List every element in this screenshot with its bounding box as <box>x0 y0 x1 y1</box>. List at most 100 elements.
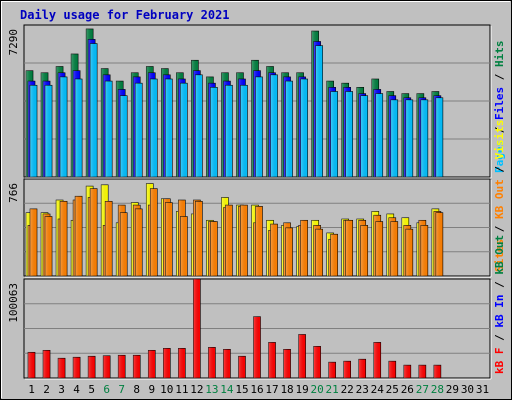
bar-shine <box>435 97 443 177</box>
bar-shine <box>330 234 338 276</box>
bar-shine <box>45 216 53 276</box>
chart-title: Daily usage for February 2021 <box>20 8 230 22</box>
bar-shine <box>270 224 278 276</box>
bar-shine <box>208 347 216 378</box>
x-tick-label: 10 <box>160 383 173 396</box>
x-tick-label: 20 <box>311 383 324 396</box>
bar-shine <box>75 196 83 276</box>
bar-shine <box>45 85 53 177</box>
x-tick-label: 11 <box>175 383 188 396</box>
bar-shine <box>283 349 291 378</box>
x-tick-label: 21 <box>326 383 339 396</box>
legend-part: Pages <box>493 140 506 173</box>
bar-shine <box>150 79 158 177</box>
bar-shine <box>435 212 443 276</box>
x-tick-label: 8 <box>133 383 140 396</box>
bar-shine <box>105 201 113 276</box>
panel-series-legend: kB F / kB In / kB Out <box>493 235 506 374</box>
chart-panels: 7290 Pages / Files / Hits 766 Sites / KB Ou… <box>7 24 506 380</box>
legend-part: / <box>493 120 506 140</box>
bar-shine <box>30 85 38 177</box>
bar-shine <box>150 188 158 276</box>
x-tick-label: 5 <box>88 383 95 396</box>
bar-shine <box>195 201 203 276</box>
bar-shine <box>255 206 263 276</box>
x-tick-label: 13 <box>205 383 218 396</box>
bar-shine <box>358 359 366 378</box>
x-tick-label: 19 <box>295 383 308 396</box>
bar-shine <box>193 279 201 378</box>
bar-shine <box>75 79 83 177</box>
panel-scale-label: 766 <box>7 183 20 203</box>
x-tick-label: 16 <box>250 383 263 396</box>
bar-shine <box>163 348 171 378</box>
bar-shine <box>180 83 188 177</box>
bar-shine <box>343 361 351 378</box>
x-tick-label: 23 <box>356 383 369 396</box>
panel-scale-label: 7290 <box>7 29 20 56</box>
bar-shine <box>240 205 248 276</box>
x-tick-label: 12 <box>190 383 203 396</box>
x-tick-label: 31 <box>476 383 489 396</box>
bar-shine <box>420 225 428 276</box>
x-tick-label: 18 <box>280 383 293 396</box>
bar-shine <box>328 362 336 378</box>
panel-series-legend: Pages / Files / Hits <box>493 41 506 174</box>
bar-shine <box>60 201 68 276</box>
bar-shine <box>270 74 278 177</box>
bar-shine <box>120 212 128 276</box>
bar-shine <box>298 334 306 378</box>
legend-part: / <box>493 67 506 87</box>
x-tick-label: 2 <box>43 383 50 396</box>
x-tick-label: 25 <box>386 383 399 396</box>
bar-shine <box>90 188 98 276</box>
x-tick-label: 7 <box>118 383 125 396</box>
panel-kbin-kbf: 100063 kB F / kB In / kB Out <box>7 235 506 380</box>
bar-shine <box>73 357 81 378</box>
bar-shine <box>255 76 263 177</box>
legend-part: kB F <box>493 348 506 375</box>
legend-part: kB In <box>493 295 506 328</box>
legend-part: Files <box>493 87 506 120</box>
legend-part: / <box>493 328 506 348</box>
bar-shine <box>315 229 323 276</box>
x-tick-label: 22 <box>341 383 354 396</box>
x-tick-label: 17 <box>265 383 278 396</box>
bar-shine <box>360 95 368 177</box>
bar-shine <box>313 346 321 378</box>
bar-shine <box>375 93 383 177</box>
bar-shine <box>433 365 441 378</box>
bar-shine <box>28 352 36 378</box>
bar-shine <box>388 361 396 378</box>
bar-shine <box>30 208 38 276</box>
bar-shine <box>103 355 111 378</box>
bar-shine <box>315 45 323 178</box>
x-tick-label: 15 <box>235 383 248 396</box>
bar-shine <box>135 208 143 276</box>
x-tick-label: 27 <box>416 383 429 396</box>
x-tick-label: 30 <box>461 383 474 396</box>
bar-shine <box>210 87 218 177</box>
bar-shine <box>120 95 128 177</box>
bar-shine <box>180 216 188 276</box>
bar-shine <box>105 81 113 177</box>
legend-part: Sites <box>493 239 506 272</box>
x-tick-label: 9 <box>148 383 155 396</box>
panel-visits-sites-kbout: 766 Sites / KB Out / Visits <box>7 120 506 278</box>
panel-series-legend: Sites / KB Out / Visits <box>493 120 506 272</box>
legend-part: / <box>493 159 506 179</box>
bar-shine <box>390 99 398 177</box>
bar-shine <box>58 358 66 378</box>
bar-shine <box>285 81 293 177</box>
bar-shine <box>405 229 413 276</box>
bar-shine <box>390 221 398 276</box>
x-tick-label: 1 <box>28 383 35 396</box>
legend-part: / <box>493 275 506 295</box>
bar-shine <box>195 74 203 177</box>
bar-shine <box>165 202 173 276</box>
bar-shine <box>133 355 141 378</box>
x-tick-label: 28 <box>431 383 444 396</box>
bar-shine <box>360 225 368 276</box>
bar-shine <box>118 355 126 378</box>
bar-shine <box>300 79 308 177</box>
